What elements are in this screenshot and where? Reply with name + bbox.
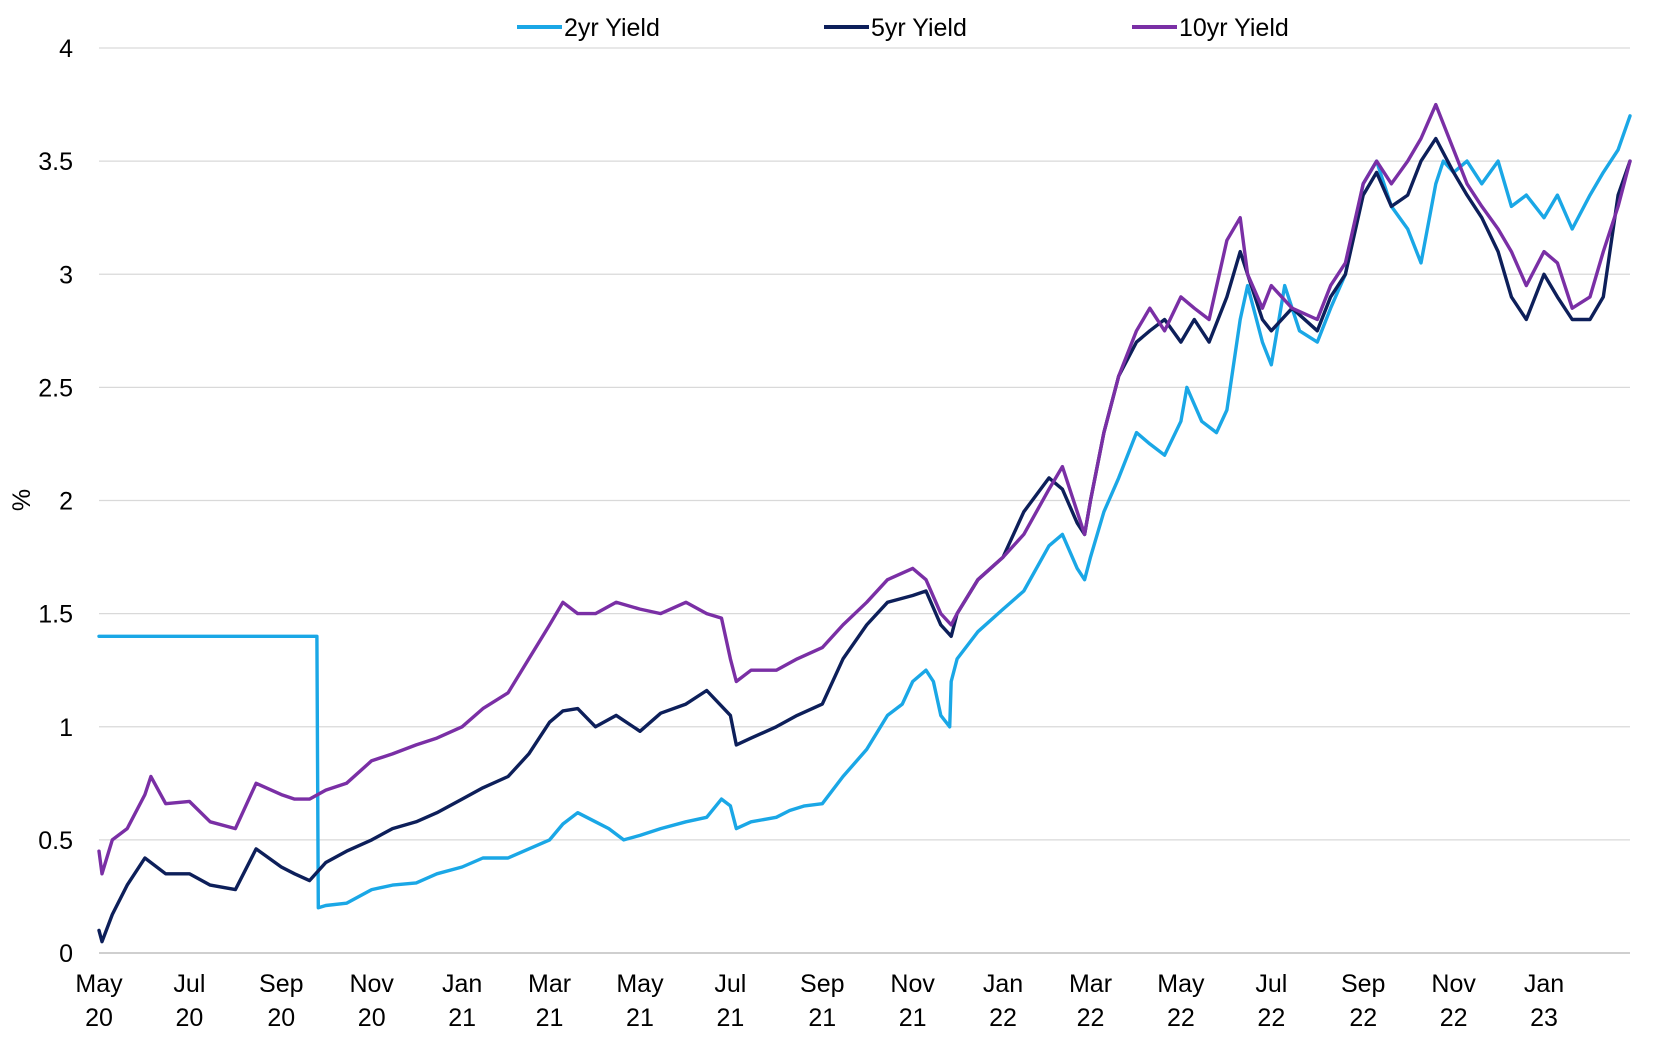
x-tick-label: Jan 22 (983, 970, 1023, 1032)
legend-item-2: 5yr Yield (824, 14, 967, 42)
x-tick-label: Sep 20 (259, 970, 303, 1032)
x-tick-label: Jul 21 (714, 970, 746, 1032)
y-tick-label: 0.5 (38, 827, 73, 855)
y-axis: 0 0.5 1 1.5 2 2.5 3 3.5 4 (38, 35, 73, 968)
legend-label: 10yr Yield (1179, 14, 1289, 42)
y-tick-label: 3.5 (38, 148, 73, 176)
y-tick-label: 4 (59, 35, 73, 63)
x-tick-label: Sep 22 (1341, 970, 1385, 1032)
x-tick-label: Mar 21 (528, 970, 571, 1032)
y-tick-label: 2.5 (38, 374, 73, 402)
legend: 2yr Yield 5yr Yield 10yr Yield (517, 14, 1289, 42)
y-tick-label: 2 (59, 488, 73, 516)
y-tick-label: 0 (59, 940, 73, 968)
x-tick-label: Jan 21 (442, 970, 482, 1032)
x-tick-label: Mar 22 (1069, 970, 1112, 1032)
x-tick-label: Nov 22 (1431, 970, 1476, 1032)
y-tick-label: 3 (59, 261, 73, 289)
y-tick-label: 1 (59, 714, 73, 742)
legend-label: 5yr Yield (871, 14, 967, 42)
x-tick-label: May 21 (616, 970, 664, 1032)
series-line-3 (97, 102, 1632, 876)
x-tick-label: Jan 23 (1524, 970, 1564, 1032)
x-tick-label: Nov 20 (349, 970, 394, 1032)
y-axis-title: % (8, 489, 36, 511)
x-tick-label: May 22 (1157, 970, 1205, 1032)
x-tick-label: May 20 (75, 970, 123, 1032)
x-tick-label: Sep 21 (800, 970, 844, 1032)
x-axis: May 20 Jul 20 Sep 20 Nov 20 Jan 21 Mar 21 May 21 Jul 21… (75, 952, 1630, 1032)
legend-item-1: 2yr Yield (517, 14, 660, 42)
grid-lines (99, 47, 1630, 841)
series-line-2 (97, 136, 1632, 944)
legend-label: 2yr Yield (564, 14, 660, 42)
x-tick-label: Nov 21 (890, 970, 935, 1032)
x-tick-label: Jul 22 (1255, 970, 1287, 1032)
x-tick-label: Jul 20 (173, 970, 205, 1032)
series-lines (97, 102, 1632, 944)
y-tick-label: 1.5 (38, 601, 73, 629)
series-line-1 (97, 114, 1632, 910)
legend-item-3: 10yr Yield (1132, 14, 1289, 42)
